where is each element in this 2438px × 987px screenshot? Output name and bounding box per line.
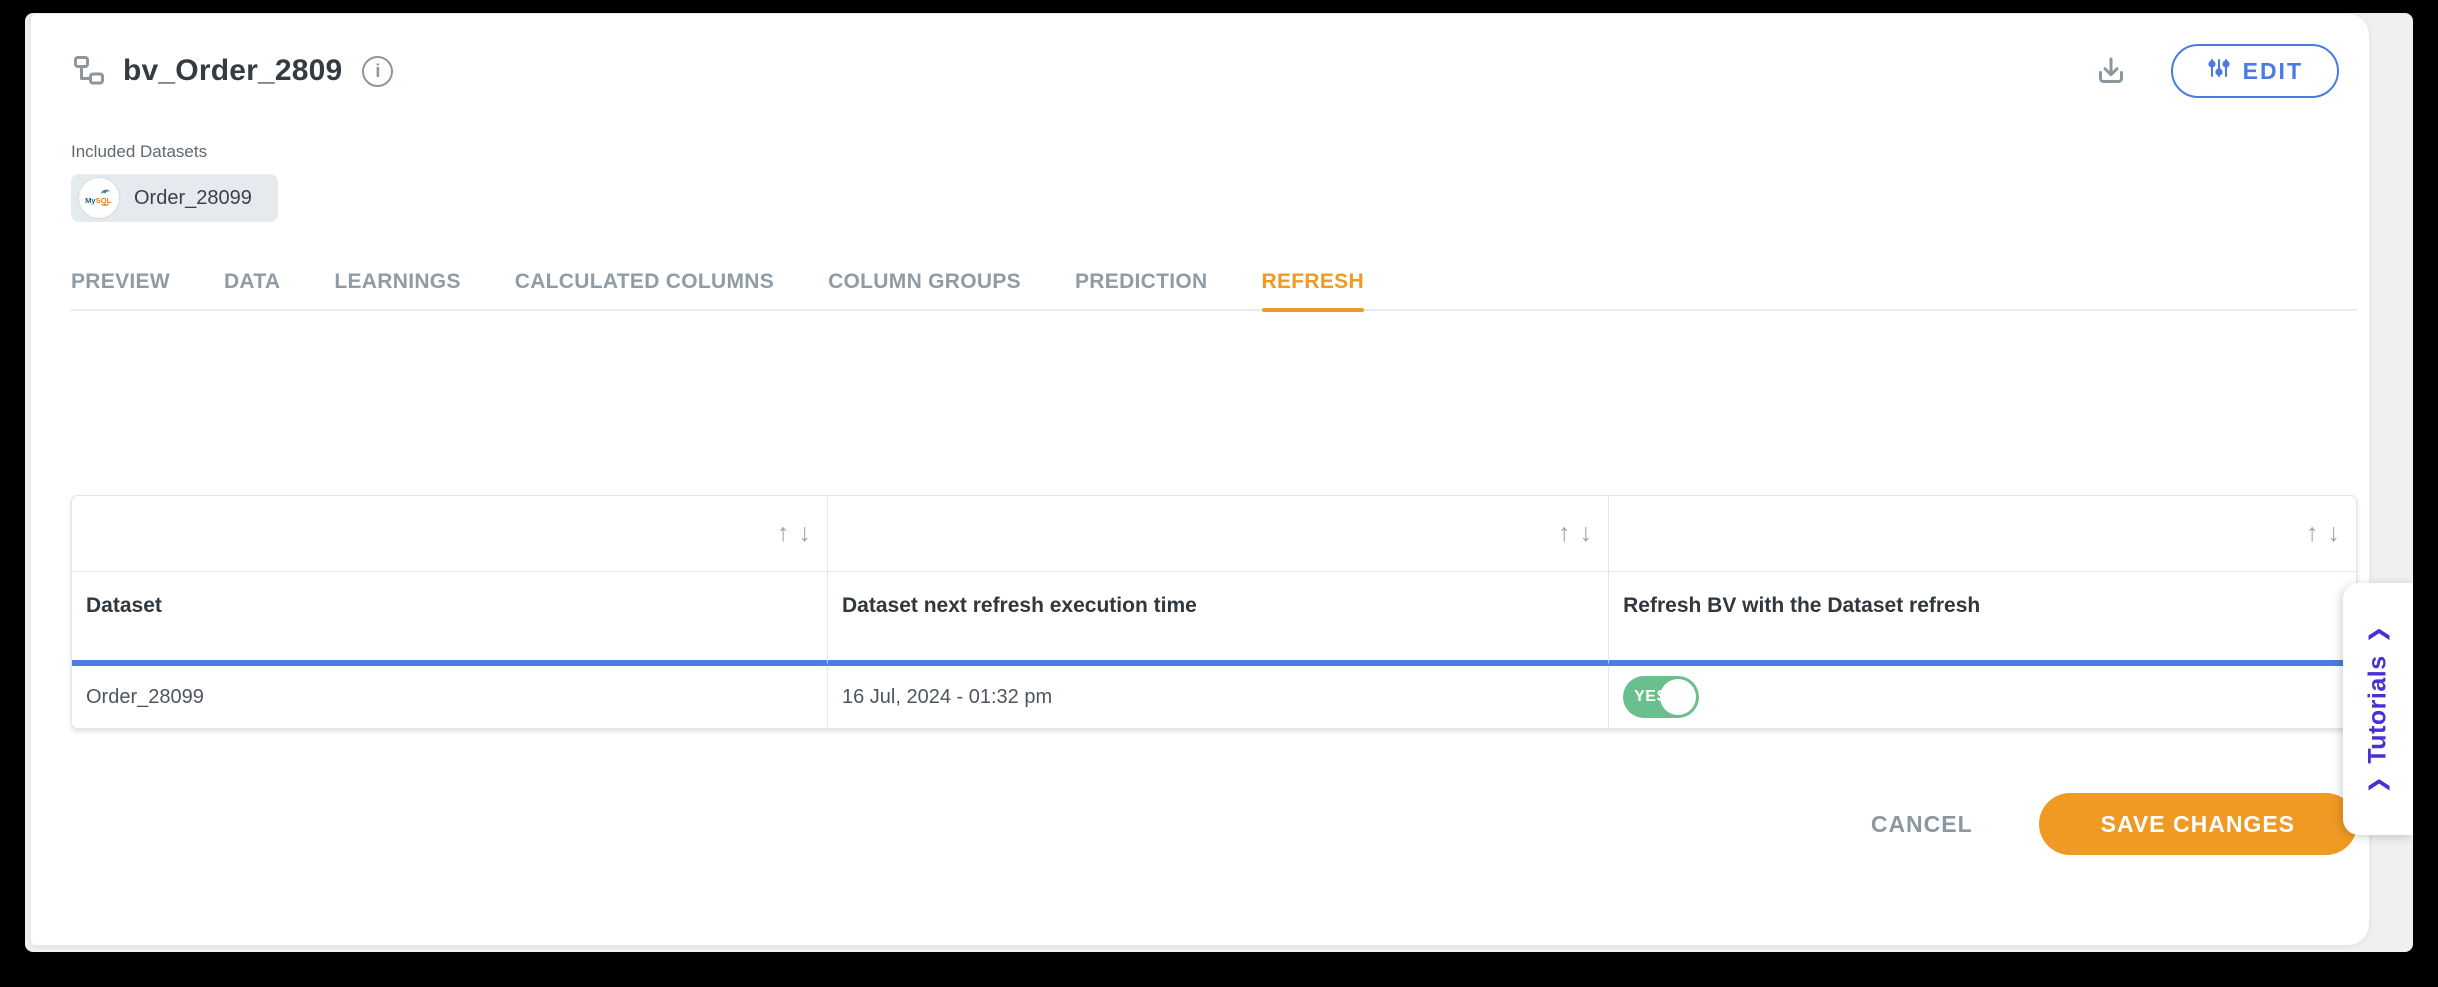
tutorials-label: Tutorials	[2363, 654, 2392, 764]
info-icon[interactable]: i	[362, 55, 394, 87]
sort-desc-icon[interactable]: ↓	[798, 519, 812, 547]
sort-asc-icon[interactable]: ↑	[2305, 519, 2319, 547]
sort-desc-icon[interactable]: ↓	[2327, 519, 2340, 547]
column-header-refresh-bv: Refresh BV with the Dataset refresh	[1609, 572, 2356, 666]
info-glyph: i	[375, 60, 381, 81]
content-card: bv_Order_2809 i	[30, 13, 2370, 946]
tab-learnings[interactable]: LEARNINGS	[334, 270, 461, 293]
save-changes-button[interactable]: SAVE CHANGES	[2038, 793, 2357, 855]
dataset-chip-name: Order_28099	[134, 186, 252, 209]
edit-button-label: EDIT	[2242, 57, 2303, 84]
action-bar: CANCEL SAVE CHANGES	[71, 793, 2357, 855]
sort-cell-next-refresh: ↑ ↓	[828, 496, 1610, 572]
column-header-next-refresh: Dataset next refresh execution time	[828, 572, 1610, 666]
svg-text:MySQL: MySQL	[85, 196, 112, 205]
page-title: bv_Order_2809	[123, 54, 343, 87]
table-row-dataset-name: Order_28099	[72, 666, 828, 728]
tab-data[interactable]: DATA	[223, 270, 281, 293]
table-row-refresh-bv: YES	[1609, 666, 2356, 728]
toggle-knob	[1660, 679, 1697, 715]
app-background: bv_Order_2809 i	[25, 13, 2413, 952]
column-header-dataset: Dataset	[72, 572, 828, 666]
edit-button[interactable]: EDIT	[2170, 44, 2339, 98]
tab-calculated-columns[interactable]: CALCULATED COLUMNS	[514, 270, 775, 293]
refresh-table: ↑ ↓ ↑ ↓ ↑ ↓ Dataset	[71, 495, 2357, 729]
refresh-bv-toggle[interactable]: YES	[1623, 676, 1700, 718]
card-header: bv_Order_2809 i	[71, 44, 2339, 98]
cancel-button[interactable]: CANCEL	[1870, 810, 1973, 837]
tab-column-groups[interactable]: COLUMN GROUPS	[828, 270, 1021, 293]
tab-preview[interactable]: PREVIEW	[71, 270, 170, 293]
sort-asc-icon[interactable]: ↑	[1558, 519, 1571, 547]
toggle-label: YES	[1634, 688, 1668, 705]
tab-refresh[interactable]: REFRESH	[1261, 270, 1365, 312]
tab-prediction[interactable]: PREDICTION	[1074, 270, 1208, 293]
included-datasets-label: Included Datasets	[71, 142, 208, 161]
sort-cell-dataset: ↑ ↓	[72, 496, 828, 572]
download-icon[interactable]	[2093, 53, 2129, 89]
sort-desc-icon[interactable]: ↓	[1579, 519, 1593, 547]
sliders-icon	[2207, 56, 2231, 86]
mysql-logo-icon: MySQL	[79, 178, 119, 218]
sort-asc-icon[interactable]: ↑	[777, 519, 790, 547]
dataset-chip[interactable]: MySQL Order_28099	[71, 174, 278, 222]
hierarchy-icon	[71, 53, 107, 89]
chevron-icon: ❯	[2366, 624, 2390, 643]
sort-cell-refresh-bv: ↑ ↓	[1609, 496, 2356, 572]
table-row-next-refresh-time: 16 Jul, 2024 - 01:32 pm	[828, 666, 1610, 728]
tab-bar: PREVIEW DATA LEARNINGS CALCULATED COLUMN…	[71, 270, 2357, 312]
chevron-icon: ❯	[2366, 775, 2390, 794]
tutorials-panel-tab[interactable]: ❯ Tutorials ❯	[2343, 583, 2413, 835]
